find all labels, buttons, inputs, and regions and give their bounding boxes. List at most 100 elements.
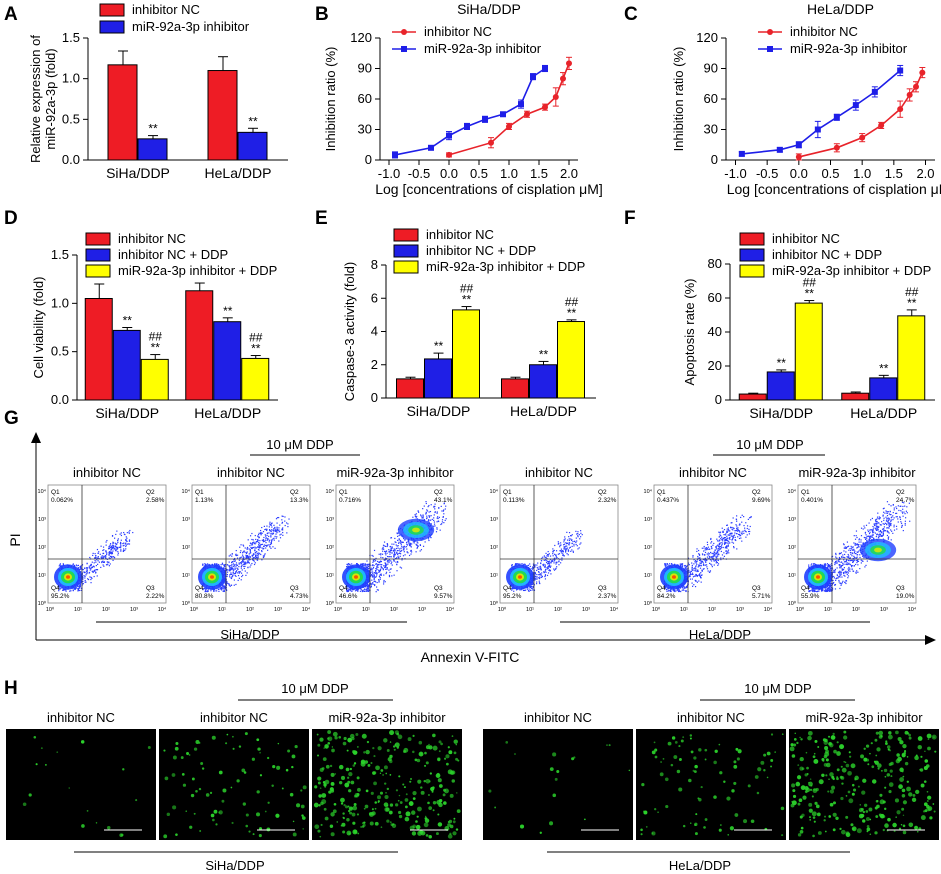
event-dot [526, 565, 528, 567]
event-dot [230, 567, 232, 569]
event-dot [704, 559, 706, 562]
event-dot [565, 543, 568, 545]
event-dot [708, 555, 710, 558]
event-dot [539, 582, 541, 585]
event-dot [741, 540, 743, 542]
event-dot [548, 563, 551, 565]
event-dot [718, 550, 720, 552]
event-dot [235, 549, 237, 552]
event-dot [78, 585, 81, 587]
event-dot [237, 572, 239, 574]
event-dot [722, 538, 724, 540]
event-dot [714, 549, 716, 551]
event-dot [243, 562, 246, 564]
event-dot [572, 551, 574, 553]
event-dot [389, 571, 391, 573]
event-dot [375, 563, 377, 565]
event-dot [241, 554, 244, 556]
event-dot [697, 549, 700, 552]
event-dot [231, 576, 233, 578]
legend-swatch [739, 248, 765, 262]
event-dot [433, 514, 435, 516]
event-dot [270, 531, 272, 533]
event-dot [242, 574, 244, 576]
event-dot [218, 564, 220, 567]
event-dot [685, 586, 687, 588]
event-dot [736, 530, 739, 532]
event-dot [580, 542, 582, 544]
event-dot [726, 524, 729, 526]
event-dot [707, 552, 710, 554]
event-dot [230, 584, 232, 586]
event-dot [86, 572, 88, 574]
event-dot [102, 557, 104, 559]
event-dot [539, 568, 542, 570]
x-tick-label: 0.0 [440, 166, 458, 181]
event-dot [523, 563, 525, 565]
event-dot [263, 540, 265, 542]
event-dot [540, 576, 542, 579]
event-dot [553, 557, 556, 559]
event-dot [689, 573, 692, 575]
event-dot [730, 532, 732, 534]
event-dot [86, 567, 89, 569]
event-dot [230, 573, 233, 576]
event-dot [117, 538, 119, 540]
event-dot [568, 539, 571, 542]
legend-swatch [393, 244, 419, 258]
event-dot [223, 590, 225, 593]
event-dot [202, 589, 204, 591]
event-dot [691, 566, 693, 568]
event-dot [839, 574, 841, 576]
event-dot [242, 559, 244, 562]
event-dot [711, 556, 713, 558]
event-dot [384, 557, 387, 559]
event-dot [116, 530, 118, 532]
event-dot [668, 563, 671, 565]
event-dot [346, 565, 348, 568]
event-dot [725, 550, 727, 552]
event-dot [575, 543, 577, 546]
event-dot [374, 584, 376, 587]
event-dot [729, 538, 731, 540]
significance-label: ## [905, 285, 919, 299]
event-dot [698, 574, 701, 576]
event-dot [534, 565, 536, 567]
event-dot [346, 589, 348, 591]
event-dot [267, 538, 269, 540]
event-dot [696, 560, 698, 563]
event-dot [74, 588, 76, 590]
event-dot [88, 567, 90, 569]
event-dot [370, 586, 372, 588]
flow-y-tick: 10⁰ [326, 600, 335, 607]
event-dot [375, 571, 377, 573]
event-dot [233, 579, 235, 581]
event-dot [723, 552, 725, 554]
event-dot [285, 522, 288, 524]
event-dot [263, 536, 265, 539]
event-dot [103, 549, 105, 551]
event-dot [398, 534, 400, 537]
event-dot [258, 549, 260, 551]
event-dot [742, 530, 744, 532]
event-dot [95, 556, 97, 559]
event-dot [683, 586, 686, 588]
event-dot [734, 539, 736, 541]
significance-label: ## [249, 331, 263, 345]
event-dot [78, 588, 80, 590]
event-dot [694, 569, 696, 572]
event-dot [231, 553, 233, 555]
legend-label: miR-92a-3p inhibitor [790, 41, 908, 56]
event-dot [736, 525, 738, 527]
event-dot [566, 531, 568, 533]
event-dot [231, 561, 233, 564]
event-dot [408, 543, 410, 545]
event-dot [835, 552, 837, 555]
event-dot [560, 551, 562, 553]
event-dot [577, 531, 579, 533]
event-dot [746, 525, 749, 527]
event-dot [91, 561, 93, 563]
event-dot [368, 589, 370, 591]
event-dot [226, 575, 228, 577]
event-dot [385, 568, 387, 570]
